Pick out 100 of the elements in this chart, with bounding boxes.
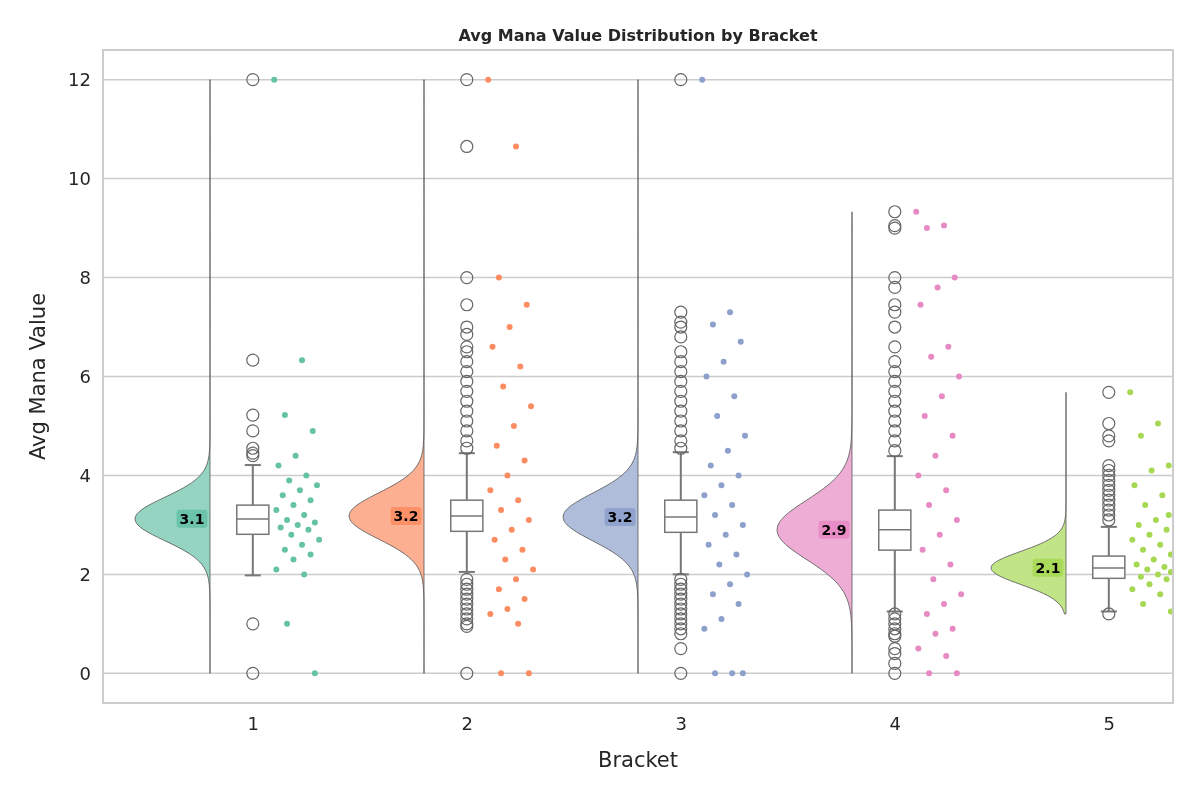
y-tick-label: 2 xyxy=(79,563,91,585)
point xyxy=(279,492,286,499)
point xyxy=(299,541,306,548)
point xyxy=(744,571,751,578)
point xyxy=(941,222,948,229)
point xyxy=(290,502,297,509)
y-tick-label: 8 xyxy=(79,266,91,288)
point xyxy=(1163,576,1170,583)
point xyxy=(525,516,532,523)
point xyxy=(294,521,301,528)
point xyxy=(498,507,505,514)
point xyxy=(943,653,950,659)
point xyxy=(943,487,950,494)
point xyxy=(521,596,528,603)
point xyxy=(923,225,930,232)
point xyxy=(953,670,960,677)
point xyxy=(923,610,930,617)
point xyxy=(712,512,719,519)
point xyxy=(307,497,314,504)
point xyxy=(928,353,935,360)
point xyxy=(709,591,716,598)
point xyxy=(277,524,284,531)
point xyxy=(919,546,926,553)
point xyxy=(1146,531,1153,538)
point xyxy=(508,526,515,533)
y-tick-label: 6 xyxy=(79,365,91,387)
point xyxy=(1129,586,1136,593)
x-tick-label: 5 xyxy=(1103,712,1116,734)
point xyxy=(1144,566,1151,573)
point xyxy=(1127,389,1134,396)
point xyxy=(309,427,316,434)
point xyxy=(953,516,960,523)
point xyxy=(718,482,725,489)
point xyxy=(530,566,537,573)
point xyxy=(1155,420,1162,427)
point xyxy=(1140,601,1147,608)
point xyxy=(517,363,524,370)
point xyxy=(523,301,530,308)
point xyxy=(1142,502,1149,509)
point xyxy=(1146,581,1153,588)
point xyxy=(316,536,323,543)
point xyxy=(716,561,723,568)
point xyxy=(733,551,740,558)
point xyxy=(727,581,734,588)
point xyxy=(1140,546,1147,553)
x-tick-label: 2 xyxy=(461,712,474,734)
point xyxy=(1155,571,1162,578)
point xyxy=(301,512,308,519)
point xyxy=(1150,556,1157,563)
point xyxy=(709,321,716,328)
point xyxy=(718,615,725,622)
point xyxy=(493,442,500,449)
point xyxy=(288,531,295,538)
point xyxy=(699,76,706,83)
point xyxy=(498,670,505,677)
point xyxy=(491,536,498,543)
point xyxy=(271,76,278,83)
point xyxy=(301,571,308,578)
point xyxy=(1137,432,1144,439)
point xyxy=(1152,516,1159,523)
point xyxy=(739,670,746,677)
point xyxy=(1137,573,1144,580)
point xyxy=(513,143,520,150)
point xyxy=(720,358,727,365)
point xyxy=(722,531,729,538)
point xyxy=(1165,512,1172,519)
point xyxy=(1131,482,1138,489)
y-tick-label: 10 xyxy=(68,167,91,189)
point xyxy=(956,373,962,380)
point xyxy=(521,457,528,464)
point xyxy=(290,556,297,563)
point xyxy=(311,519,318,526)
point xyxy=(742,432,748,439)
point xyxy=(951,274,958,281)
point xyxy=(311,670,318,677)
point xyxy=(705,541,712,548)
chart-title: Avg Mana Value Distribution by Bracket xyxy=(458,26,818,45)
point xyxy=(273,566,280,573)
point xyxy=(504,472,511,479)
point xyxy=(296,487,303,494)
point xyxy=(303,472,310,479)
point xyxy=(506,324,513,331)
point xyxy=(528,403,534,410)
point xyxy=(519,546,526,553)
x-tick-label: 3 xyxy=(675,712,688,734)
point xyxy=(926,670,933,677)
point xyxy=(735,601,742,608)
point xyxy=(921,413,928,420)
annotation: 2.9 xyxy=(821,521,847,538)
point xyxy=(913,208,920,215)
point xyxy=(707,462,714,469)
point xyxy=(281,546,288,553)
point xyxy=(958,591,965,598)
point xyxy=(932,630,939,637)
point xyxy=(714,413,721,420)
point xyxy=(932,452,939,459)
point xyxy=(947,561,954,568)
point xyxy=(945,343,952,350)
x-tick-label: 4 xyxy=(889,712,902,734)
point xyxy=(729,670,736,677)
